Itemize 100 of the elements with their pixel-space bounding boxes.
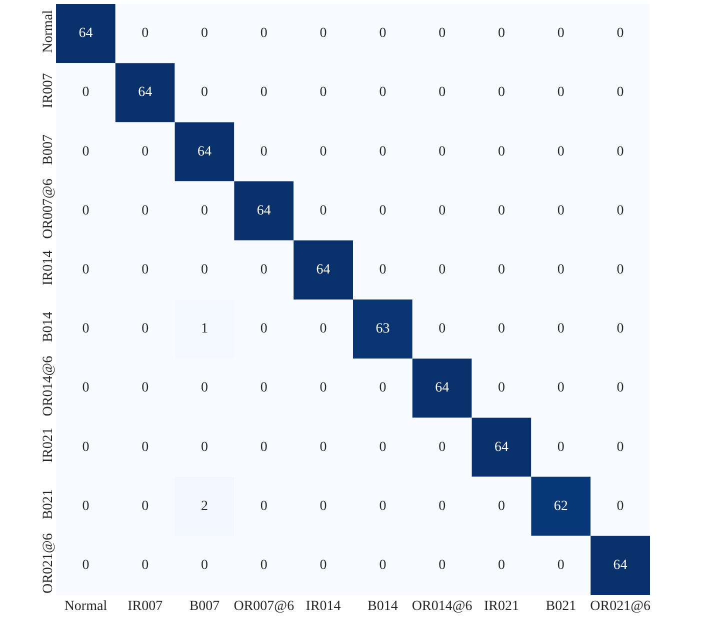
- data-label: 0: [438, 262, 446, 278]
- data-label: 0: [201, 203, 208, 218]
- data-label: 0: [320, 558, 327, 573]
- data-label: 0: [260, 558, 268, 573]
- data-label: 62: [554, 498, 568, 514]
- data-label: 0: [557, 558, 564, 573]
- data-label: 0: [320, 144, 327, 160]
- data-label: 0: [320, 440, 327, 455]
- data-label: 0: [379, 203, 386, 218]
- data-label: 0: [557, 322, 564, 337]
- data-label: 0: [557, 380, 564, 396]
- data-label: 0: [260, 262, 268, 278]
- y-tick-label: IR021: [41, 428, 56, 463]
- data-label: 64: [494, 440, 508, 455]
- data-label: 0: [616, 440, 624, 455]
- data-label: 0: [260, 440, 268, 455]
- data-label: 63: [376, 322, 390, 337]
- data-label: 0: [557, 262, 564, 278]
- data-label: 0: [498, 26, 505, 42]
- data-label: 0: [379, 558, 386, 573]
- data-label: 0: [320, 203, 327, 218]
- data-label: 0: [142, 558, 149, 573]
- data-label: 0: [260, 380, 268, 396]
- data-label: 64: [613, 558, 628, 573]
- data-label: 0: [260, 498, 268, 514]
- data-label: 0: [320, 26, 327, 42]
- data-label: 0: [616, 26, 624, 42]
- data-label: 0: [438, 144, 446, 160]
- data-label: 0: [142, 498, 149, 514]
- data-label: 0: [616, 262, 624, 278]
- data-label: 0: [438, 26, 446, 42]
- data-label: 0: [142, 203, 149, 218]
- data-label: 0: [260, 26, 268, 42]
- y-tick-label: B007: [41, 134, 56, 165]
- x-tick-label: B014: [368, 599, 398, 614]
- data-label: 0: [320, 380, 327, 396]
- data-label: 0: [438, 440, 446, 455]
- data-label: 0: [260, 322, 268, 337]
- data-label: 64: [138, 85, 152, 100]
- data-label: 0: [498, 85, 505, 100]
- data-label: 1: [201, 322, 208, 337]
- data-label: 0: [557, 440, 564, 455]
- data-label: 0: [498, 322, 505, 337]
- data-label: 0: [201, 558, 208, 573]
- x-tick-label: OR007@6: [234, 599, 294, 614]
- data-label: 0: [557, 26, 564, 42]
- data-label: 0: [616, 322, 624, 337]
- x-tick-label: IR007: [128, 599, 163, 614]
- data-label: 0: [379, 144, 386, 160]
- data-label: 0: [557, 203, 564, 218]
- data-label: 0: [379, 262, 386, 278]
- y-tick-label: IR014: [41, 250, 56, 286]
- data-label: 0: [142, 440, 149, 455]
- y-tick-label: Normal: [41, 10, 56, 53]
- data-label: 0: [320, 322, 327, 337]
- data-label: 0: [82, 558, 90, 573]
- data-label: 0: [142, 26, 149, 42]
- x-tick-label: OR014@6: [412, 599, 472, 614]
- data-label: 0: [438, 558, 446, 573]
- data-label: 64: [435, 380, 450, 396]
- data-label: 0: [82, 85, 90, 100]
- y-tick-label: OR007@6: [41, 178, 56, 239]
- data-label: 0: [142, 144, 149, 160]
- data-label: 0: [438, 85, 446, 100]
- data-label: 0: [379, 26, 386, 42]
- data-label: 0: [379, 440, 386, 455]
- data-label: 0: [260, 85, 268, 100]
- data-label: 0: [379, 380, 386, 396]
- data-label: 0: [616, 498, 624, 514]
- data-label: 0: [557, 85, 564, 100]
- data-label: 64: [198, 144, 212, 160]
- x-tick-label: B007: [189, 599, 220, 614]
- data-label: 64: [316, 262, 330, 278]
- data-label: 0: [557, 144, 564, 160]
- data-label: 0: [320, 498, 327, 514]
- data-label: 0: [260, 144, 268, 160]
- x-tick-label: IR021: [484, 599, 519, 614]
- data-label: 0: [142, 380, 149, 396]
- data-label: 0: [82, 262, 90, 278]
- data-label: 0: [498, 262, 505, 278]
- data-label: 2: [201, 498, 208, 514]
- y-tick-label: IR007: [41, 73, 56, 108]
- data-label: 0: [82, 322, 90, 337]
- y-tick-label: B014: [41, 312, 56, 342]
- data-label: 0: [82, 498, 90, 514]
- data-label: 0: [201, 262, 208, 278]
- data-label: 0: [438, 203, 446, 218]
- data-label: 0: [498, 380, 505, 396]
- y-tick-label: OR014@6: [41, 356, 56, 416]
- data-label: 0: [82, 144, 90, 160]
- data-label: 0: [498, 558, 505, 573]
- y-tick-label: B021: [41, 489, 56, 520]
- data-label: 0: [82, 440, 90, 455]
- data-label: 0: [82, 203, 90, 218]
- data-label: 0: [438, 322, 446, 337]
- data-label: 0: [142, 322, 149, 337]
- data-label: 0: [438, 498, 446, 514]
- data-label: 0: [201, 440, 208, 455]
- data-label: 0: [498, 498, 505, 514]
- data-label: 0: [498, 203, 505, 218]
